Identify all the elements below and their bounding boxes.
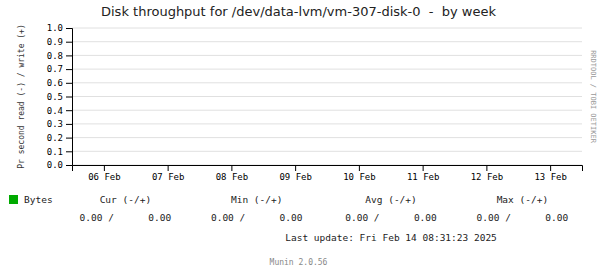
y-tick-mark bbox=[66, 110, 72, 111]
y-tick: 0.2 bbox=[47, 133, 72, 143]
x-tick: 09 Feb bbox=[279, 165, 312, 182]
x-tick: 13 Feb bbox=[534, 165, 567, 182]
side-note: RRDTOOL / TOBI OETIKER bbox=[589, 50, 597, 144]
x-tick-label: 08 Feb bbox=[216, 172, 249, 182]
stat-value: 0.00 / 0.00 bbox=[345, 212, 437, 223]
y-tick: 0.7 bbox=[47, 64, 72, 74]
grid-line bbox=[72, 110, 582, 111]
y-tick-mark bbox=[66, 165, 72, 166]
y-tick-label: 0.8 bbox=[47, 51, 63, 61]
grid-line bbox=[72, 151, 582, 152]
y-tick: 0.1 bbox=[47, 147, 72, 157]
x-tick-mark bbox=[423, 165, 424, 171]
y-tick-label: 0.5 bbox=[47, 92, 63, 102]
y-tick: 1.0 bbox=[47, 23, 72, 33]
stat-header: Max (-/+) bbox=[497, 194, 548, 205]
y-tick: 0.6 bbox=[47, 78, 72, 88]
y-tick: 0.5 bbox=[47, 92, 72, 102]
y-tick-mark bbox=[66, 28, 72, 29]
title: Disk throughput for /dev/data-lvm/vm-307… bbox=[101, 4, 496, 19]
x-tick: 08 Feb bbox=[216, 165, 249, 182]
version-note: Munin 2.0.56 bbox=[270, 258, 328, 267]
grid-line bbox=[72, 28, 582, 29]
x-tick-mark bbox=[168, 165, 169, 171]
x-tick-label: 13 Feb bbox=[534, 172, 567, 182]
y-tick-mark bbox=[66, 83, 72, 84]
y-tick-mark bbox=[66, 55, 72, 56]
x-tick: 12 Feb bbox=[471, 165, 504, 182]
x-tick-mark bbox=[295, 165, 296, 171]
x-tick: 11 Feb bbox=[407, 165, 440, 182]
y-tick: 0.9 bbox=[47, 37, 72, 47]
y-tick-label: 0.2 bbox=[47, 133, 63, 143]
y-tick-mark bbox=[66, 124, 72, 125]
x-tick-mark bbox=[486, 165, 487, 171]
y-tick-label: 0.3 bbox=[47, 119, 63, 129]
x-tick: 06 Feb bbox=[88, 165, 121, 182]
chart: Disk throughput for /dev/data-lvm/vm-307… bbox=[0, 0, 597, 275]
y-tick-mark bbox=[66, 69, 72, 70]
x-tick-label: 12 Feb bbox=[471, 172, 504, 182]
last-update: Last update: Fri Feb 14 08:31:23 2025 bbox=[285, 232, 497, 243]
grid-line bbox=[72, 137, 582, 138]
y-axis-line bbox=[66, 29, 73, 166]
y-tick-mark bbox=[66, 138, 72, 139]
y-tick: 0.3 bbox=[47, 119, 72, 129]
y-tick-label: 0.9 bbox=[47, 37, 63, 47]
x-tick-label: 07 Feb bbox=[152, 172, 185, 182]
stat-header: Min (-/+) bbox=[231, 194, 282, 205]
stat-value: 0.00 / 0.00 bbox=[80, 212, 172, 223]
y-axis: 0.0 0.1 0.2 0.3 0.4 0.5 0.6 0.7 0.8 0.9 1.0 bbox=[47, 23, 73, 170]
y-tick-label: 1.0 bbox=[47, 23, 63, 33]
y-tick-label: 0.1 bbox=[47, 147, 63, 157]
grid-line bbox=[72, 82, 582, 83]
grid-line bbox=[72, 69, 582, 70]
x-tick-label: 06 Feb bbox=[88, 172, 121, 182]
y-tick: 0.8 bbox=[47, 51, 72, 61]
x-tick-mark bbox=[359, 165, 360, 171]
grid-line bbox=[72, 123, 582, 124]
stat-header: Avg (-/+) bbox=[365, 194, 416, 205]
x-tick: 10 Feb bbox=[343, 165, 376, 182]
y-tick: 0.0 bbox=[47, 160, 72, 170]
y-axis-title: Pr second read (-) / write (+) bbox=[17, 24, 26, 169]
grid-line bbox=[72, 55, 582, 56]
stat-value: 0.00 / 0.00 bbox=[477, 212, 569, 223]
y-tick: 0.4 bbox=[47, 106, 72, 116]
x-tick-label: 10 Feb bbox=[343, 172, 376, 182]
legend-label: Bytes bbox=[24, 194, 53, 205]
y-tick-label: 0.4 bbox=[47, 106, 63, 116]
stat-value: 0.00 / 0.00 bbox=[211, 212, 303, 223]
grid-line bbox=[72, 41, 582, 42]
x-tick-mark bbox=[231, 165, 232, 171]
grid bbox=[72, 28, 582, 165]
x-tick-label: 11 Feb bbox=[407, 172, 440, 182]
y-tick-label: 0.7 bbox=[47, 64, 63, 74]
x-tick: 07 Feb bbox=[152, 165, 185, 182]
y-tick-mark bbox=[66, 97, 72, 98]
stat-header: Cur (-/+) bbox=[100, 194, 151, 205]
y-tick-mark bbox=[66, 42, 72, 43]
grid-line bbox=[72, 96, 582, 97]
x-tick-mark bbox=[104, 165, 105, 171]
x-axis: 06 Feb 07 Feb 08 Feb 09 Feb 10 Feb 11 Feb 12 F… bbox=[73, 165, 583, 182]
y-tick-mark bbox=[66, 151, 72, 152]
x-axis-line bbox=[73, 166, 583, 172]
x-tick-mark bbox=[550, 165, 551, 171]
x-tick-label: 09 Feb bbox=[279, 172, 312, 182]
y-tick-label: 0.0 bbox=[47, 160, 63, 170]
legend-swatch bbox=[9, 195, 18, 204]
y-tick-label: 0.6 bbox=[47, 78, 63, 88]
